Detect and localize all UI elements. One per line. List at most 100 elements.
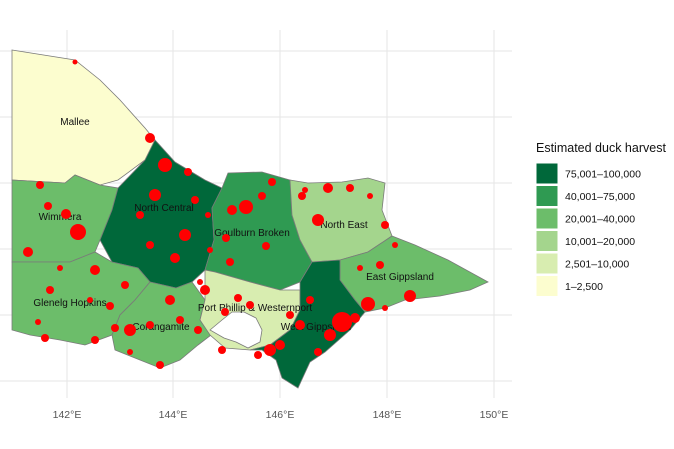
harvest-point — [404, 290, 416, 302]
legend-label: 20,001–40,000 — [565, 214, 635, 226]
port-phillip-bay — [209, 311, 263, 349]
harvest-point — [361, 297, 375, 311]
legend-key — [535, 252, 559, 275]
harvest-point — [324, 329, 336, 341]
legend-key — [535, 185, 559, 207]
legend-label: 40,001–75,000 — [565, 191, 635, 203]
region-label: North Central — [134, 203, 193, 214]
region-label: West Gippsland — [281, 322, 351, 333]
harvest-point — [72, 59, 78, 65]
harvest-point — [234, 294, 242, 302]
legend: Estimated duck harvest 75,001–100,000 40,… — [535, 141, 666, 297]
harvest-point — [136, 211, 144, 219]
harvest-point — [156, 361, 164, 369]
harvest-point — [35, 319, 41, 325]
harvest-point — [145, 133, 155, 143]
harvest-point — [306, 296, 314, 304]
harvest-point — [221, 308, 229, 316]
harvest-point — [286, 311, 294, 319]
harvest-point — [111, 324, 119, 332]
harvest-point — [106, 302, 114, 310]
x-tick-label: 150°E — [480, 409, 509, 421]
legend-key — [535, 162, 559, 185]
harvest-point — [392, 242, 398, 248]
harvest-point — [146, 321, 154, 329]
x-tick-label: 142°E — [53, 409, 82, 421]
harvest-point — [179, 229, 191, 241]
region-corangamite — [111, 281, 216, 369]
harvest-point — [346, 184, 354, 192]
harvest-point — [197, 279, 203, 285]
harvest-point — [357, 265, 363, 271]
harvest-point — [57, 265, 63, 271]
region-label: Goulburn Broken — [214, 228, 290, 239]
regions — [11, 49, 489, 389]
legend-key — [535, 275, 559, 297]
harvest-point — [264, 344, 276, 356]
x-tick-label: 144°E — [159, 409, 188, 421]
harvest-point — [46, 286, 54, 294]
harvest-point — [70, 224, 86, 240]
harvest-point — [227, 205, 237, 215]
harvest-point — [44, 202, 52, 210]
legend-label: 75,001–100,000 — [565, 169, 641, 181]
legend-label: 10,001–20,000 — [565, 236, 635, 248]
harvest-point — [127, 349, 133, 355]
harvest-point — [367, 193, 373, 199]
harvest-point — [275, 340, 285, 350]
harvest-point — [36, 181, 44, 189]
harvest-point — [246, 301, 254, 309]
harvest-point — [314, 348, 322, 356]
harvest-point — [23, 247, 33, 257]
harvest-point — [226, 258, 234, 266]
harvest-point — [158, 158, 172, 172]
harvest-point — [218, 346, 226, 354]
harvest-point — [184, 168, 192, 176]
harvest-point — [312, 214, 324, 226]
harvest-point — [121, 281, 129, 289]
region-label: Mallee — [60, 117, 90, 128]
harvest-point — [170, 253, 180, 263]
harvest-point — [91, 336, 99, 344]
region-west-gippsland — [249, 259, 366, 389]
harvest-point — [262, 242, 270, 250]
harvest-point — [191, 196, 199, 204]
region-label: Glenelg Hopkins — [33, 298, 106, 309]
harvest-point — [87, 297, 93, 303]
harvest-point — [207, 247, 213, 253]
x-axis: 142°E 144°E 146°E 148°E 150°E — [53, 409, 509, 421]
region-label: East Gippsland — [366, 272, 434, 283]
harvest-point — [376, 261, 384, 269]
harvest-point — [124, 324, 136, 336]
harvest-point — [268, 178, 276, 186]
region-label: North East — [320, 220, 367, 231]
harvest-point — [295, 320, 305, 330]
harvest-point — [149, 189, 161, 201]
harvest-points — [23, 59, 416, 369]
harvest-point — [381, 221, 389, 229]
harvest-point — [323, 183, 333, 193]
harvest-point — [382, 305, 388, 311]
harvest-point — [146, 241, 154, 249]
harvest-point — [302, 187, 308, 193]
region-label: Corangamite — [132, 322, 190, 333]
harvest-point — [200, 285, 210, 295]
legend-key — [535, 207, 559, 230]
harvest-point — [205, 212, 211, 218]
legend-key — [535, 230, 559, 252]
x-tick-label: 146°E — [266, 409, 295, 421]
legend-label: 1–2,500 — [565, 281, 603, 293]
x-tick-label: 148°E — [373, 409, 402, 421]
harvest-point — [298, 192, 306, 200]
harvest-point — [239, 200, 253, 214]
harvest-point — [165, 295, 175, 305]
harvest-point — [258, 192, 266, 200]
legend-label: 2,501–10,000 — [565, 259, 629, 271]
region-labels: Mallee Wimmera North Central Goulburn Br… — [33, 117, 434, 333]
harvest-point — [194, 326, 202, 334]
harvest-point — [61, 209, 71, 219]
harvest-point — [176, 316, 184, 324]
harvest-point — [41, 334, 49, 342]
harvest-point — [332, 312, 352, 332]
